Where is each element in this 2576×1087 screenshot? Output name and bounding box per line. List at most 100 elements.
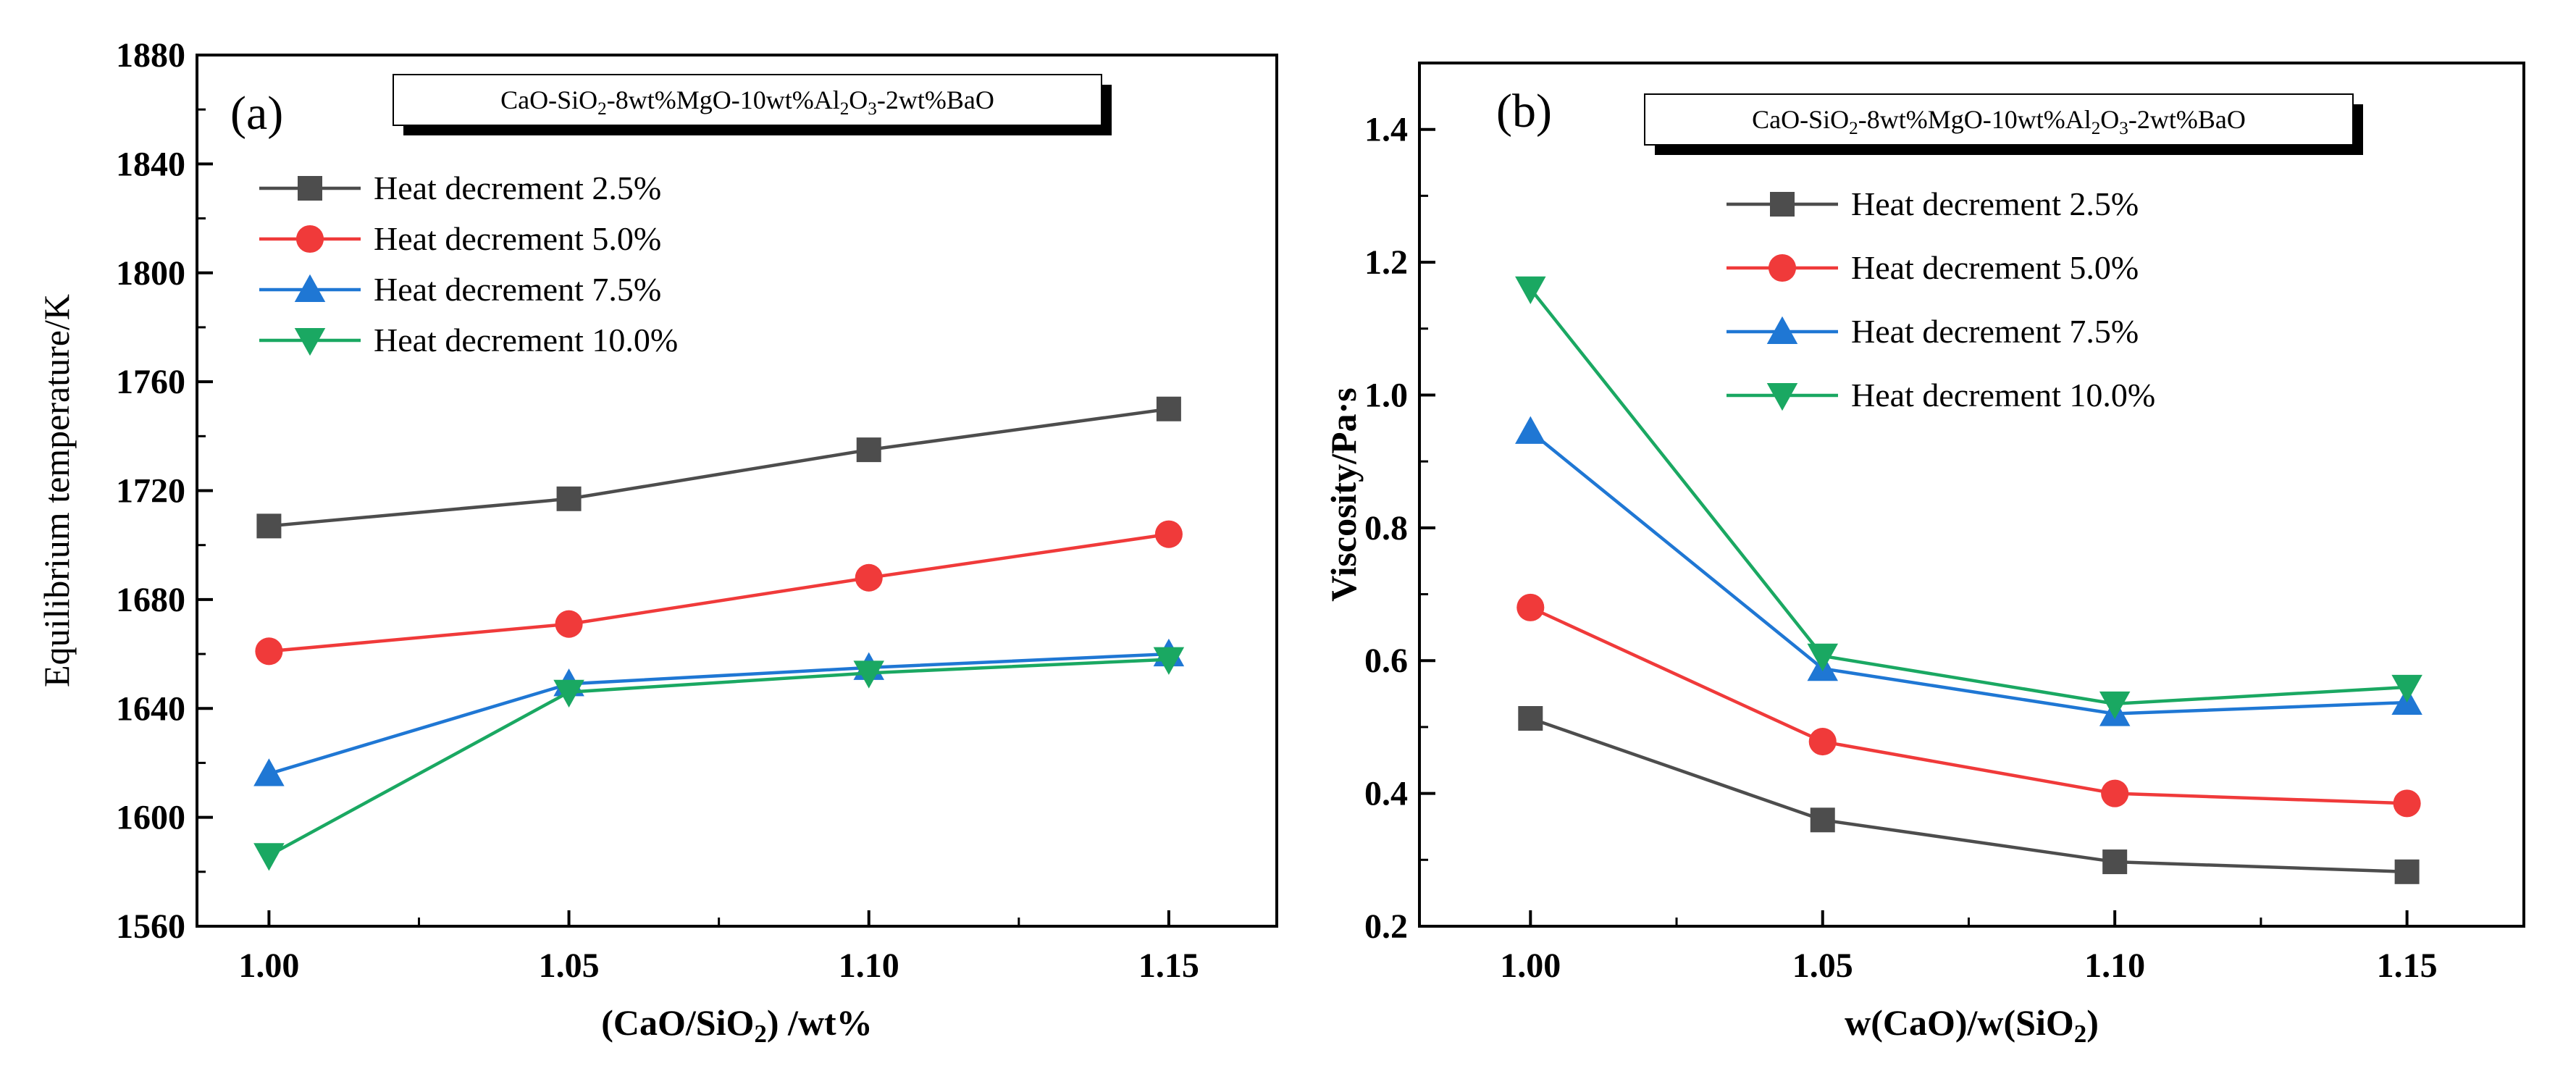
legend-marker [294, 328, 326, 356]
y-tick-label: 1880 [116, 36, 185, 75]
text-run: CaO-SiO [1752, 105, 1849, 134]
y-tick-label: 1800 [116, 254, 185, 293]
data-point [1810, 807, 1835, 833]
subscript: 2 [754, 1020, 767, 1048]
x-tick-label: 1.00 [1500, 947, 1561, 985]
legend-label: Heat decrement 7.5% [374, 271, 661, 308]
legend-marker [295, 224, 324, 253]
legend-label: Heat decrement 5.0% [1851, 249, 2139, 286]
x-axis-label: w(CaO)/w(SiO2) [1845, 1002, 2099, 1048]
legend-label: Heat decrement 2.5% [1851, 185, 2139, 222]
data-point [2099, 691, 2131, 720]
data-point [1153, 647, 1185, 675]
subscript: 3 [2119, 119, 2128, 138]
data-point [853, 660, 884, 689]
text-run: (CaO/SiO [601, 1002, 754, 1043]
subscript: 2 [1849, 119, 1858, 138]
composition-box [1644, 93, 2354, 146]
data-point [255, 637, 283, 666]
panel-label: (a) [230, 87, 283, 140]
data-point [1156, 396, 1181, 421]
legend-label: Heat decrement 7.5% [1851, 313, 2139, 350]
y-tick-label: 1720 [116, 472, 185, 511]
y-axis-label: Viscosity/Pa·s [1323, 387, 1364, 601]
subscript: 2 [2074, 1020, 2087, 1048]
text-run: w(CaO)/w(SiO [1845, 1002, 2074, 1043]
composition-label: CaO-SiO2-8wt%MgO-10wt%Al2O3-2wt%BaO [500, 85, 994, 119]
subscript: 2 [597, 99, 607, 119]
composition-box [393, 74, 1102, 126]
legend-label: Heat decrement 10.0% [1851, 377, 2155, 414]
text-run: ) /wt% [767, 1002, 873, 1043]
legend-label: Heat decrement 5.0% [374, 220, 661, 257]
series-line [269, 407, 1170, 528]
chart-a: 1560 1600 1640 1680 1720 1760 1800 1840 1880 1.00… [36, 36, 1278, 1048]
x-tick-label: 1.05 [539, 947, 600, 985]
series-line [268, 658, 1170, 857]
text-run: -2wt%BaO [2128, 105, 2246, 134]
data-point [2393, 789, 2421, 818]
series-line [268, 652, 1170, 776]
x-tick-label: 1.00 [238, 947, 299, 985]
data-point [1515, 276, 1546, 305]
data-point [253, 758, 285, 786]
text-run: -8wt%MgO-10wt%Al [607, 85, 840, 114]
legend-label: Heat decrement 2.5% [374, 169, 661, 206]
y-tick-label: 1.4 [1364, 111, 1408, 149]
data-point [256, 513, 282, 539]
data-point [1807, 643, 1838, 672]
legend-marker [1766, 383, 1798, 411]
plot-frame [1418, 62, 2525, 928]
data-point [556, 486, 582, 511]
data-point [2101, 779, 2129, 807]
text-run: O [849, 85, 868, 114]
data-point [555, 610, 583, 638]
data-point [1515, 416, 1546, 444]
text-run: -2wt%BaO [877, 85, 994, 114]
plot-frame [196, 54, 1278, 928]
series-line [1530, 716, 2407, 874]
series-line [1529, 288, 2407, 706]
text-run: -8wt%MgO-10wt%Al [1858, 105, 2092, 134]
subscript: 2 [840, 99, 849, 119]
text-run: ) [2086, 1002, 2099, 1043]
data-point [856, 437, 881, 463]
legend-marker [294, 274, 326, 302]
x-tick-label: 1.15 [2377, 947, 2438, 985]
x-tick-label: 1.15 [1138, 947, 1199, 985]
y-tick-label: 1560 [116, 907, 185, 946]
y-tick-label: 1.0 [1364, 376, 1408, 414]
text-run: CaO-SiO [500, 85, 597, 114]
data-point [2394, 859, 2420, 884]
x-tick-label: 1.10 [2084, 947, 2145, 985]
data-point [855, 563, 883, 592]
y-tick-label: 1600 [116, 799, 185, 837]
data-point [253, 843, 285, 871]
x-tick-label: 1.10 [839, 947, 899, 985]
legend-label: Heat decrement 10.0% [374, 322, 678, 358]
panel-label: (b) [1496, 85, 1552, 138]
text-run: O [2100, 105, 2119, 134]
y-tick-label: 1640 [116, 689, 185, 728]
data-point [553, 679, 584, 708]
subscript: 3 [868, 99, 877, 119]
data-point [1516, 593, 1545, 621]
y-tick-label: 0.8 [1364, 509, 1408, 547]
x-axis-label: (CaO/SiO2) /wt% [601, 1002, 872, 1048]
y-tick-label: 0.4 [1364, 775, 1408, 813]
y-axis-label: Equilibrium temperature/K [36, 294, 77, 687]
data-point [1808, 728, 1837, 756]
chart-b: 0.2 0.4 0.6 0.8 1.0 1.2 1.4 1.00 1.05 1.10 1.15 w(C… [1323, 62, 2525, 1048]
y-tick-label: 1680 [116, 581, 185, 619]
composition-label: CaO-SiO2-8wt%MgO-10wt%Al2O3-2wt%BaO [1752, 105, 2246, 138]
y-tick-label: 0.6 [1364, 642, 1408, 680]
y-tick-label: 1.2 [1364, 243, 1408, 282]
y-tick-label: 1840 [116, 145, 185, 183]
data-point [2391, 674, 2422, 703]
data-point [2102, 849, 2128, 875]
legend-marker [1768, 253, 1797, 282]
series-line [269, 532, 1170, 653]
series-line [1530, 605, 2407, 805]
data-point [1154, 520, 1183, 548]
